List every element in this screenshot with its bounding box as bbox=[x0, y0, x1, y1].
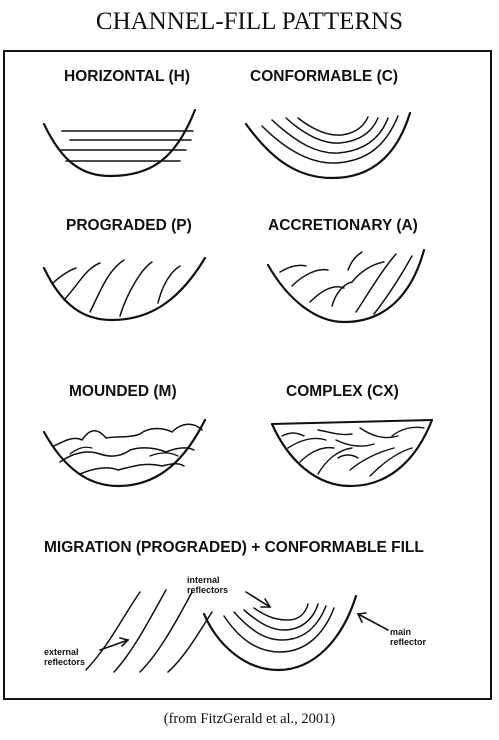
external-reflector bbox=[139, 591, 193, 673]
arrow-external bbox=[99, 639, 129, 651]
internal-reflector bbox=[79, 462, 185, 475]
internal-reflector bbox=[243, 603, 319, 631]
main-reflector-outline bbox=[244, 111, 412, 180]
diagram-accretionary bbox=[266, 248, 426, 324]
internal-reflector bbox=[157, 265, 181, 304]
diagram-prograded bbox=[42, 256, 207, 322]
internal-reflector bbox=[287, 437, 327, 449]
external-reflector bbox=[85, 591, 141, 671]
arrow-main bbox=[357, 613, 389, 631]
internal-reflector bbox=[309, 286, 345, 303]
annotation-main-reflector: main reflector bbox=[390, 627, 427, 647]
arrow-internal bbox=[245, 591, 271, 608]
external-reflector bbox=[167, 611, 213, 673]
top-reflector bbox=[271, 419, 433, 425]
internal-reflector bbox=[279, 264, 307, 273]
diagram-conformable bbox=[244, 111, 412, 180]
external-reflector bbox=[113, 589, 167, 673]
internal-reflector bbox=[297, 116, 369, 136]
internal-reflector bbox=[63, 262, 101, 301]
main-reflector-outline bbox=[202, 594, 358, 672]
internal-reflector bbox=[223, 607, 335, 653]
internal-reflector bbox=[59, 447, 195, 463]
main-reflector-outline bbox=[42, 256, 207, 322]
internal-reflector bbox=[233, 605, 327, 641]
internal-reflector bbox=[271, 117, 389, 154]
internal-reflector bbox=[337, 454, 359, 459]
label-conformable: CONFORMABLE (C) bbox=[250, 68, 399, 85]
internal-reflector bbox=[347, 251, 363, 271]
label-horizontal: HORIZONTAL (H) bbox=[64, 68, 190, 85]
diagram-title: CHANNEL-FILL PATTERNS bbox=[95, 8, 404, 35]
label-migration: MIGRATION (PROGRADED) + CONFORMABLE FILL bbox=[44, 539, 424, 556]
internal-reflector bbox=[285, 117, 379, 144]
label-complex: COMPLEX (CX) bbox=[286, 383, 399, 400]
main-reflector-outline bbox=[42, 418, 207, 488]
arrow-external-head bbox=[119, 637, 130, 647]
internal-reflector bbox=[69, 446, 93, 455]
annotation-internal-reflectors: internal reflectors bbox=[187, 575, 229, 595]
internal-reflector bbox=[349, 447, 395, 471]
internal-reflector bbox=[331, 281, 353, 307]
diagram-mounded bbox=[42, 418, 207, 488]
internal-reflector bbox=[253, 603, 309, 621]
internal-reflector bbox=[299, 446, 335, 463]
main-reflector-outline bbox=[42, 108, 197, 178]
main-reflector-outline bbox=[270, 418, 434, 488]
label-mounded: MOUNDED (M) bbox=[69, 383, 177, 400]
internal-reflector bbox=[261, 115, 399, 164]
internal-reflector bbox=[291, 268, 329, 287]
internal-reflector bbox=[351, 261, 385, 283]
arrow-main-head bbox=[356, 612, 367, 623]
internal-reflector bbox=[51, 267, 77, 285]
internal-reflector bbox=[317, 447, 353, 475]
annotation-external-reflectors: external reflectors bbox=[44, 647, 86, 667]
internal-reflector bbox=[89, 259, 125, 313]
diagram-horizontal bbox=[42, 108, 197, 178]
internal-reflector bbox=[119, 261, 153, 317]
internal-reflector bbox=[359, 427, 399, 439]
diagram-migration bbox=[85, 589, 389, 673]
label-prograded: PROGRADED (P) bbox=[66, 217, 192, 234]
arrow-internal-head bbox=[260, 598, 272, 608]
internal-reflector bbox=[373, 255, 413, 315]
internal-reflector bbox=[53, 423, 203, 447]
internal-reflector bbox=[355, 253, 397, 313]
internal-reflector bbox=[335, 439, 375, 447]
internal-reflector bbox=[369, 447, 413, 477]
diagram-frame bbox=[3, 50, 492, 700]
main-reflector-outline bbox=[266, 248, 426, 324]
internal-reflector bbox=[317, 429, 353, 436]
internal-reflector bbox=[149, 452, 179, 457]
label-accretionary: ACCRETIONARY (A) bbox=[268, 217, 418, 234]
internal-reflector bbox=[281, 432, 305, 437]
internal-reflector bbox=[391, 426, 425, 437]
diagram-complex bbox=[270, 418, 434, 488]
source-credit: (from FitzGerald et al., 2001) bbox=[163, 711, 336, 727]
